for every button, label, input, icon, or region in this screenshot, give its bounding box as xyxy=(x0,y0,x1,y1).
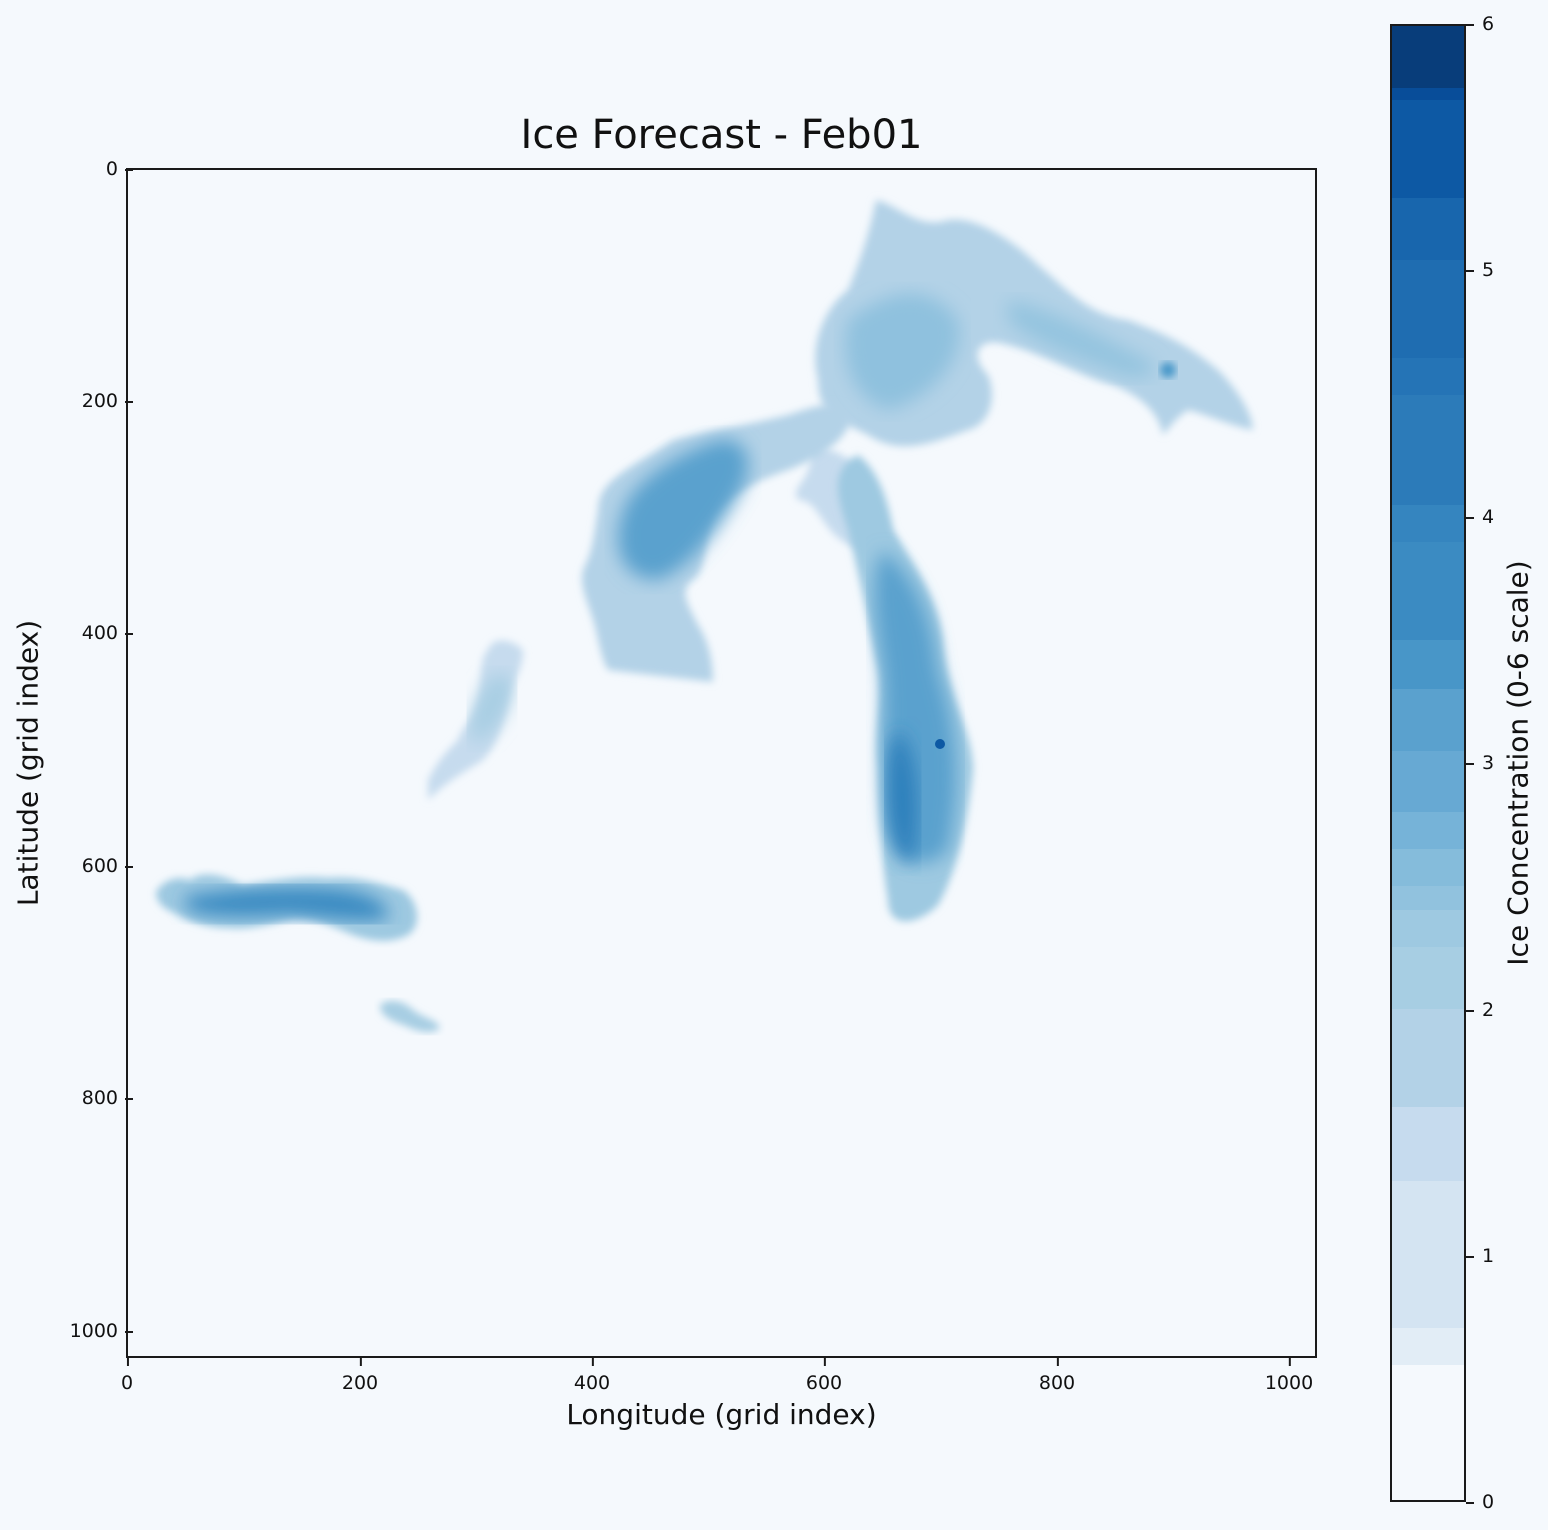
x-tick-800: 800 xyxy=(1038,1358,1076,1394)
x-tick-400: 400 xyxy=(573,1358,611,1394)
colorbar-tick-3: 3 xyxy=(1465,752,1495,774)
y-tick-200: 200 xyxy=(81,390,134,412)
plot-area xyxy=(126,168,1317,1358)
colorbar-band xyxy=(1392,812,1464,850)
y-tick-600: 600 xyxy=(81,855,134,877)
colorbar-band xyxy=(1392,640,1464,690)
x-tick-600: 600 xyxy=(805,1358,843,1394)
colorbar-band xyxy=(1392,1364,1464,1500)
colorbar-band xyxy=(1392,689,1464,751)
x-axis-label: Longitude (grid index) xyxy=(566,1398,877,1431)
region-superior xyxy=(815,200,1253,447)
chart-title: Ice Forecast - Feb01 xyxy=(520,112,923,158)
colorbar-band xyxy=(1392,947,1464,1009)
colorbar-tick-2: 2 xyxy=(1465,999,1495,1021)
colorbar-tick-1: 1 xyxy=(1465,1245,1495,1267)
ice-contour-map xyxy=(156,200,1253,1033)
colorbar-tick-4: 4 xyxy=(1465,506,1495,528)
colorbar-band xyxy=(1392,1106,1464,1181)
colorbar-band xyxy=(1392,357,1464,395)
colorbar-band xyxy=(1392,198,1464,260)
colorbar-band xyxy=(1392,394,1464,506)
colorbar-band xyxy=(1392,26,1464,88)
region-huron xyxy=(581,404,850,682)
x-tick-0: 0 xyxy=(120,1358,134,1394)
x-tick-1000: 1000 xyxy=(1264,1358,1314,1394)
y-axis-label: Latitude (grid index) xyxy=(11,619,45,907)
x-tick-200: 200 xyxy=(341,1358,379,1394)
colorbar xyxy=(1390,24,1466,1502)
colorbar-band xyxy=(1392,885,1464,911)
colorbar-label: Ice Concentration (0-6 scale) xyxy=(1501,560,1535,966)
region-st-clair xyxy=(380,1000,440,1033)
colorbar-band xyxy=(1392,99,1464,199)
y-tick-800: 800 xyxy=(81,1087,134,1109)
colorbar-tick-0: 0 xyxy=(1465,1491,1495,1513)
colorbar-band xyxy=(1392,505,1464,542)
region-georgian-bay xyxy=(428,640,523,800)
colorbar-band xyxy=(1392,259,1464,358)
colorbar-band xyxy=(1392,542,1464,641)
y-tick-0: 0 xyxy=(105,158,134,180)
y-tick-400: 400 xyxy=(81,622,134,644)
colorbar-band xyxy=(1392,849,1464,886)
region-michigan xyxy=(795,445,973,922)
colorbar-tick-5: 5 xyxy=(1465,259,1495,281)
y-tick-1000: 1000 xyxy=(69,1320,134,1342)
colorbar-band xyxy=(1392,1328,1464,1365)
colorbar-band xyxy=(1392,1180,1464,1329)
colorbar-band xyxy=(1392,910,1464,948)
colorbar-band xyxy=(1392,750,1464,813)
colorbar-band xyxy=(1392,87,1464,100)
colorbar-band xyxy=(1392,1008,1464,1107)
region-erie xyxy=(156,874,418,941)
colorbar-tick-6: 6 xyxy=(1465,13,1495,35)
